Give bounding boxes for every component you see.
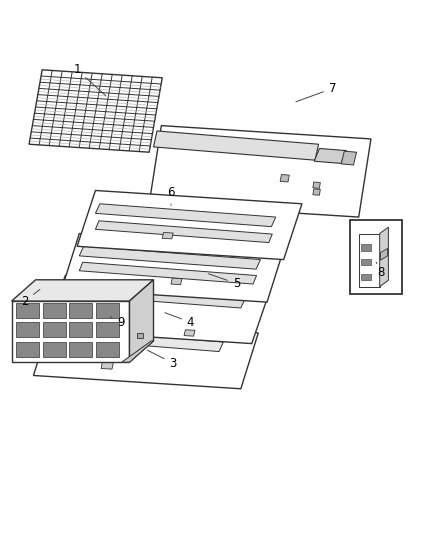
Bar	[69, 342, 92, 357]
Text: 5: 5	[208, 274, 240, 290]
Polygon shape	[171, 278, 182, 285]
Polygon shape	[95, 221, 272, 243]
Bar	[96, 322, 119, 337]
Polygon shape	[313, 189, 320, 195]
Polygon shape	[46, 276, 271, 344]
Polygon shape	[122, 341, 153, 362]
Polygon shape	[62, 233, 285, 302]
Bar	[361, 244, 371, 251]
Polygon shape	[101, 362, 113, 369]
Text: 3: 3	[147, 350, 177, 370]
Bar	[350, 220, 402, 294]
Polygon shape	[12, 301, 130, 362]
Polygon shape	[79, 262, 257, 284]
Bar	[96, 342, 119, 357]
Bar	[16, 342, 39, 357]
Bar	[361, 274, 371, 280]
Polygon shape	[29, 70, 162, 152]
Bar	[96, 303, 119, 318]
Polygon shape	[314, 149, 346, 164]
Polygon shape	[184, 330, 195, 336]
Text: 4: 4	[165, 313, 194, 329]
Bar	[16, 322, 39, 337]
Polygon shape	[313, 182, 320, 188]
Text: 2: 2	[21, 289, 40, 308]
Polygon shape	[33, 320, 258, 389]
Polygon shape	[341, 151, 357, 165]
Bar	[361, 259, 371, 265]
Bar	[16, 303, 39, 318]
Polygon shape	[380, 227, 389, 287]
Bar	[42, 342, 66, 357]
Polygon shape	[280, 174, 289, 182]
Bar	[42, 303, 66, 318]
Text: 6: 6	[167, 185, 175, 205]
Polygon shape	[153, 131, 318, 160]
Text: 7: 7	[296, 82, 336, 102]
Polygon shape	[88, 319, 99, 326]
Polygon shape	[95, 204, 276, 227]
Polygon shape	[12, 280, 153, 301]
Polygon shape	[381, 248, 388, 260]
Polygon shape	[79, 246, 261, 269]
Bar	[69, 322, 92, 337]
Polygon shape	[162, 232, 173, 239]
Polygon shape	[77, 190, 302, 260]
Text: 1: 1	[73, 63, 106, 95]
Polygon shape	[65, 285, 245, 308]
Polygon shape	[359, 233, 380, 287]
Polygon shape	[51, 329, 223, 352]
Text: 8: 8	[376, 262, 384, 279]
Bar	[69, 303, 92, 318]
Polygon shape	[138, 333, 144, 338]
Bar	[42, 322, 66, 337]
Polygon shape	[130, 280, 153, 362]
Text: 9: 9	[110, 316, 124, 329]
Polygon shape	[149, 126, 371, 217]
